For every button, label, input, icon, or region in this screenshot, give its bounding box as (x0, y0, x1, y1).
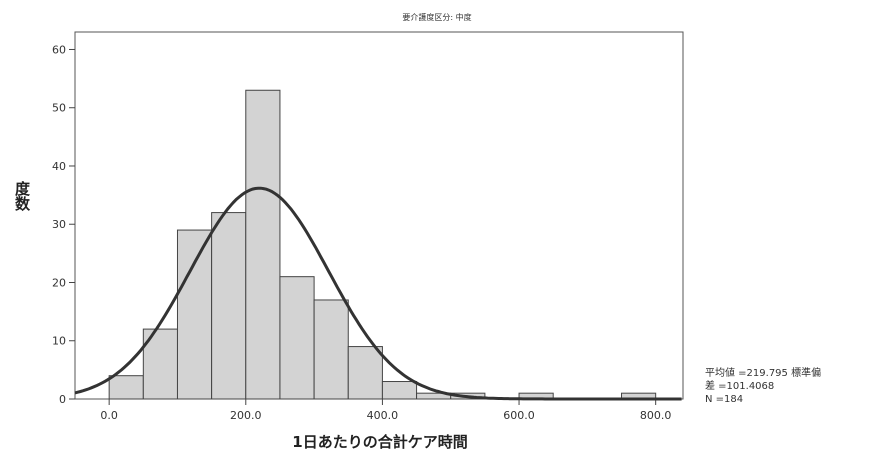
x-axis-label: 1日あたりの合計ケア時間 (292, 433, 467, 451)
stats-mean: 平均値 =219.795 標準偏 (705, 366, 821, 379)
y-tick-label: 40 (52, 160, 66, 173)
histogram-bar (211, 212, 247, 400)
y-tick-label: 0 (59, 393, 66, 406)
stats-std: 差 =101.4068 (705, 379, 774, 392)
y-tick-label: 50 (52, 102, 66, 115)
histogram-bar (245, 89, 281, 400)
y-tick-label: 10 (52, 335, 66, 348)
y-axis-label: 度数 (13, 180, 31, 212)
histogram-bar (347, 346, 383, 400)
bars-group (108, 89, 657, 400)
y-tick-label: 60 (52, 43, 66, 56)
histogram-bar (279, 276, 315, 400)
chart-title: 要介護度区分: 中度 (402, 12, 471, 22)
histogram-bar (381, 381, 418, 400)
x-tick-label: 400.0 (367, 409, 399, 422)
histogram-bar (176, 229, 213, 400)
histogram-bar (108, 375, 144, 400)
stats-n: N =184 (705, 394, 743, 405)
y-tick-label: 20 (52, 276, 66, 289)
x-axis: 0.0 200.0 400.0 600.0 800.0 (100, 399, 671, 422)
x-tick-label: 200.0 (230, 409, 262, 422)
y-tick-label: 30 (52, 218, 66, 231)
x-tick-label: 600.0 (503, 409, 535, 422)
x-tick-label: 800.0 (640, 409, 672, 422)
histogram-bar (313, 299, 349, 400)
normal-curve (74, 186, 682, 401)
y-axis: 0 10 20 30 40 50 60 (52, 43, 75, 406)
x-tick-label: 0.0 (100, 409, 118, 422)
